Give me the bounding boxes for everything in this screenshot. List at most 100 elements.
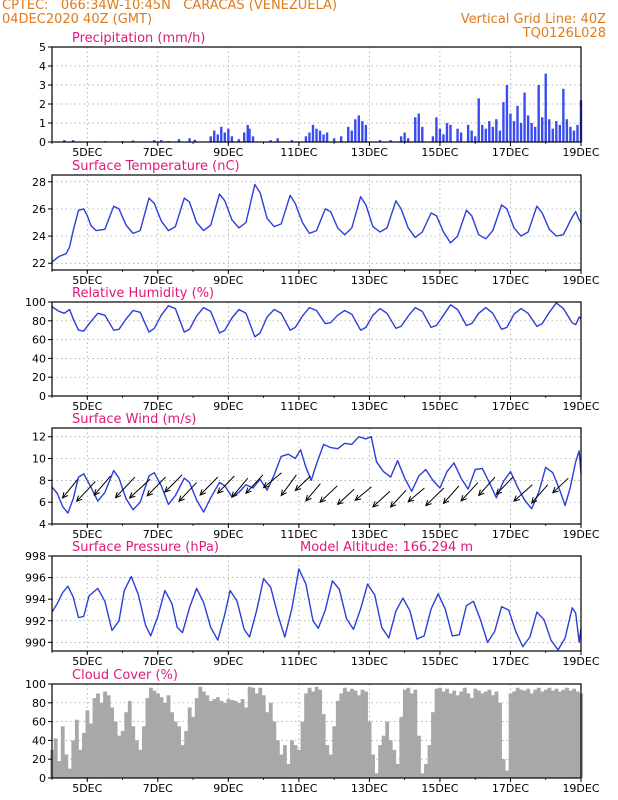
- precip-xtick-label: 15DEC: [421, 146, 458, 159]
- psfc-annotation: Model Altitude: 166.294 m: [300, 540, 473, 555]
- cloud-bar: [367, 721, 372, 778]
- cloud-bar: [145, 698, 150, 778]
- cloud-bar: [413, 689, 418, 778]
- cloud-bar: [78, 749, 83, 778]
- psfc-frame: [51, 555, 582, 652]
- cloud-bar: [113, 721, 118, 778]
- cloud-bar: [67, 768, 72, 778]
- precip-bar: [308, 132, 311, 142]
- rh-xtick-label: 17DEC: [492, 400, 529, 413]
- wind-arrow-head: [294, 484, 302, 492]
- precip-bar: [71, 140, 75, 142]
- precip-bar: [576, 124, 579, 142]
- wind-arrow: [372, 490, 391, 508]
- precip-bar: [354, 119, 357, 142]
- precip-bar: [251, 136, 255, 142]
- cloud-bar: [314, 686, 319, 778]
- precip-bar: [481, 124, 484, 142]
- cloud-bar: [233, 700, 238, 778]
- cloud-bar: [508, 693, 513, 778]
- wind-xtick-label: 5DEC: [72, 528, 102, 541]
- cloud-bar: [551, 690, 555, 778]
- wind-arrow-head: [305, 494, 312, 502]
- cloud-bar: [452, 690, 457, 778]
- cloud-bar: [163, 702, 167, 778]
- cloud-bar: [166, 695, 171, 778]
- cloud-bar: [399, 716, 404, 778]
- wind-arrow-head: [460, 494, 467, 502]
- precip-bar: [421, 126, 424, 142]
- cloud-bar: [353, 690, 358, 778]
- cloud-bar: [335, 700, 340, 778]
- cloud-bar: [170, 712, 174, 778]
- wind-arrow-head: [372, 501, 379, 508]
- cloud-bar: [360, 689, 365, 778]
- cloud-bar: [134, 740, 139, 778]
- wind-arrow: [178, 482, 197, 502]
- precip-bar: [523, 92, 526, 142]
- precip-bar: [406, 138, 410, 142]
- wind-arrow: [93, 475, 111, 496]
- precip-bar: [339, 136, 343, 142]
- precip-bar: [551, 128, 554, 142]
- temp-xtick-label: 19DEC: [562, 274, 599, 287]
- cloud-bar: [431, 712, 435, 778]
- cloud-bar: [505, 770, 510, 778]
- wind-arrow: [146, 476, 166, 497]
- wind-arrow-head: [114, 491, 122, 499]
- precip-bar: [361, 121, 364, 142]
- cloud-bar: [487, 689, 492, 778]
- header-station-line: CPTEC: 066:34W-10:45N CARACAS (VENEZUELA…: [2, 0, 338, 13]
- cloud-xtick-label: 7DEC: [143, 782, 173, 795]
- cloud-bar: [96, 693, 100, 778]
- cloud-bar: [388, 740, 393, 778]
- wind-arrow: [425, 487, 445, 506]
- cloud-bar: [286, 763, 291, 778]
- precip-bar: [477, 98, 480, 142]
- precip-xtick-label: 5DEC: [72, 146, 102, 159]
- wind-arrow: [164, 474, 183, 493]
- temp-ytick-label: 24: [32, 230, 46, 243]
- rh-title: Relative Humidity (%): [72, 286, 214, 301]
- rh-xtick-label: 5DEC: [72, 400, 102, 413]
- rh-ytick-label: 80: [32, 315, 46, 328]
- wind-arrow: [217, 475, 235, 494]
- cloud-xtick-label: 19DEC: [562, 782, 599, 795]
- cloud-bar: [258, 687, 263, 778]
- cloud-bar: [441, 691, 446, 778]
- precip-bar: [322, 134, 325, 142]
- rh-xtick-label: 13DEC: [351, 400, 388, 413]
- cloud-bar: [92, 698, 97, 778]
- precip-bar: [470, 130, 473, 142]
- cloud-bar: [420, 773, 425, 778]
- temp-xtick-label: 5DEC: [72, 274, 102, 287]
- cloud-bar: [346, 691, 351, 778]
- precip-xtick-label: 9DEC: [213, 146, 243, 159]
- cloud-bar: [124, 712, 129, 778]
- cloud-bar: [230, 699, 234, 778]
- header-model-id: TQ0126L028: [522, 26, 606, 41]
- cloud-bar: [201, 691, 206, 778]
- precip-bar: [213, 130, 216, 142]
- temp-ytick-label: 28: [32, 176, 46, 189]
- wind-arrow-head: [262, 481, 270, 489]
- cloud-bar: [247, 686, 252, 778]
- wind-arrow-head: [178, 495, 185, 503]
- precip-bar: [230, 136, 234, 142]
- cloud-bar: [328, 754, 333, 778]
- precip-bar: [449, 124, 452, 142]
- temp-xtick-label: 11DEC: [280, 274, 317, 287]
- cloud-bar: [311, 691, 316, 778]
- cloud-bar: [205, 695, 210, 778]
- rh-ytick-label: 40: [32, 352, 46, 365]
- rh-ytick-label: 100: [25, 296, 46, 309]
- cloud-bar: [561, 689, 566, 778]
- wind-arrow: [407, 487, 425, 503]
- precip-bar: [502, 102, 505, 142]
- precip-bar: [223, 132, 227, 142]
- wind-arrow-head: [425, 499, 432, 507]
- wind-arrow: [337, 488, 355, 505]
- wind-ytick-label: 10: [32, 453, 46, 466]
- rh-ytick-label: 60: [32, 334, 46, 347]
- cloud-bar: [215, 697, 220, 778]
